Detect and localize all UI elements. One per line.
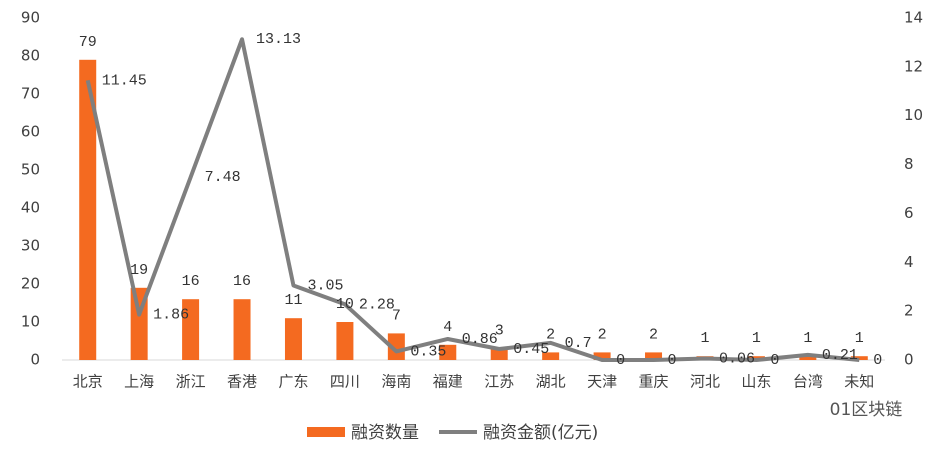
bar [79, 59, 97, 361]
x-tick-label: 未知 [844, 373, 874, 391]
bar-value-label: 16 [182, 273, 200, 290]
legend-label: 融资金额(亿元) [483, 423, 598, 443]
bar [182, 299, 200, 360]
x-tick-label: 天津 [587, 373, 617, 391]
x-tick-label: 海南 [381, 373, 411, 391]
line-value-label: 0.7 [565, 335, 592, 352]
y-tick-label: 40 [21, 199, 40, 217]
bar [799, 356, 817, 360]
bar [645, 352, 663, 360]
watermark: 01区块链 [830, 400, 903, 420]
bar [490, 348, 508, 360]
line [85, 37, 860, 362]
legend-label: 融资数量 [351, 423, 419, 443]
line-value-label: 0.45 [513, 341, 549, 358]
bar-value-label: 2 [598, 326, 607, 343]
x-tick-label: 河北 [690, 373, 720, 391]
line-value-label: 11.45 [102, 72, 147, 89]
legend-swatch [307, 427, 345, 437]
x-tick-label: 上海 [124, 373, 154, 391]
x-tick-label: 福建 [433, 373, 463, 391]
bar-value-label: 1 [752, 330, 761, 347]
line-value-label: 0.21 [822, 347, 858, 364]
y-tick-label: 0 [30, 351, 40, 369]
bar-value-label: 11 [284, 292, 302, 309]
line-value-label: 0 [873, 352, 882, 369]
y2-tick-label: 12 [904, 57, 923, 75]
x-tick-label: 湖北 [536, 373, 566, 391]
x-tick-label: 江苏 [484, 373, 514, 391]
bar-value-label: 2 [649, 326, 658, 343]
line-value-label: 1.86 [153, 307, 189, 324]
y-tick-label: 50 [21, 161, 40, 179]
x-tick-label: 广东 [278, 373, 308, 391]
y2-tick-label: 2 [904, 302, 914, 320]
line-value-label: 0 [770, 352, 779, 369]
x-tick-label: 山东 [741, 373, 771, 391]
x-tick-label: 四川 [330, 373, 360, 391]
x-tick-label: 浙江 [176, 373, 206, 391]
bar-value-label: 16 [233, 273, 251, 290]
bar-value-label: 1 [700, 330, 709, 347]
line-value-label: 0 [668, 352, 677, 369]
bar [233, 299, 251, 360]
bar-value-label: 19 [130, 262, 148, 279]
bar [387, 333, 405, 360]
y-tick-label: 60 [21, 123, 40, 141]
line-value-label: 0.35 [410, 343, 446, 360]
bar [439, 344, 457, 360]
line-value-label: 0.06 [719, 351, 755, 368]
y2-tick-label: 10 [904, 106, 923, 124]
bar [336, 322, 354, 360]
y-tick-label: 10 [21, 313, 40, 331]
bar-value-label: 10 [336, 296, 354, 313]
y-tick-label: 30 [21, 237, 40, 255]
bar [542, 352, 560, 360]
bar-value-label: 1 [803, 330, 812, 347]
line-value-label: 2.28 [359, 296, 395, 313]
x-tick-label: 台湾 [793, 373, 823, 391]
y2-tick-label: 8 [904, 155, 914, 173]
line-value-label: 0 [616, 352, 625, 369]
y2-tick-label: 14 [904, 9, 923, 27]
y2-tick-label: 4 [904, 253, 914, 271]
y-tick-label: 90 [21, 9, 40, 27]
bar-value-label: 4 [443, 319, 452, 336]
line-value-label: 3.05 [307, 277, 343, 294]
bar-value-label: 3 [495, 323, 504, 340]
x-tick-label: 重庆 [639, 373, 669, 391]
y2-tick-label: 6 [904, 204, 914, 222]
line-value-label: 13.13 [256, 31, 301, 48]
x-tick-label: 香港 [227, 373, 257, 391]
y-tick-label: 80 [21, 47, 40, 65]
x-tick-label: 北京 [73, 373, 103, 391]
y-tick-label: 70 [21, 85, 40, 103]
bar-value-label: 7 [392, 307, 401, 324]
y-tick-label: 20 [21, 275, 40, 293]
bar [593, 352, 611, 360]
bar [284, 318, 302, 360]
bar-value-label: 79 [79, 34, 97, 51]
line-value-label: 7.48 [205, 169, 241, 186]
line-value-label: 0.86 [462, 331, 498, 348]
y2-tick-label: 0 [904, 351, 914, 369]
bar-value-label: 2 [546, 326, 555, 343]
bar-value-label: 1 [855, 330, 864, 347]
